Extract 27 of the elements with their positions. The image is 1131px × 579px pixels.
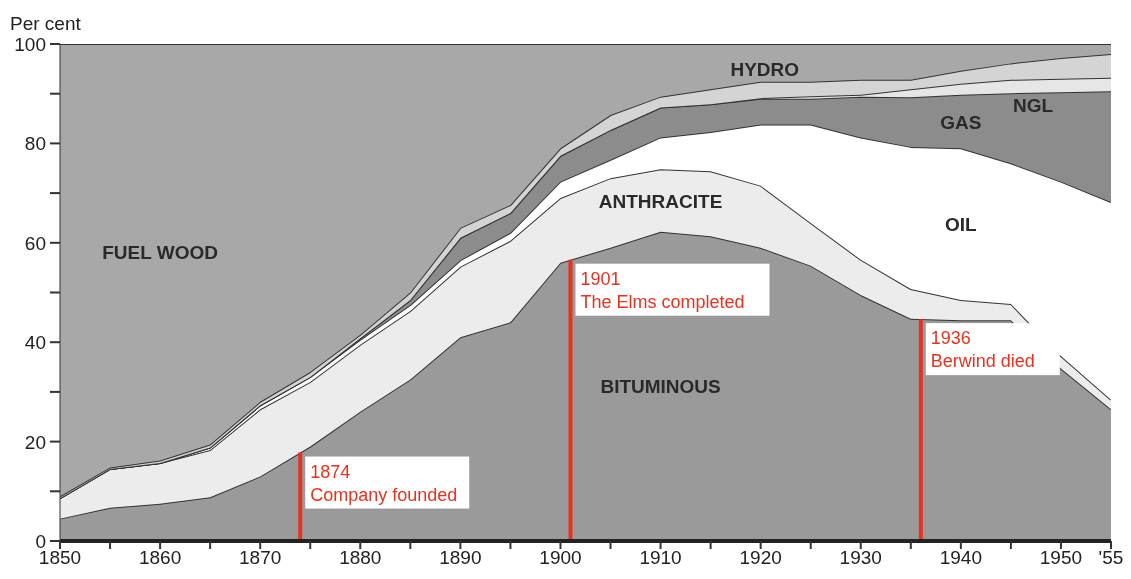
y-tick-label: 60 — [24, 232, 46, 254]
x-tick-label: 1890 — [439, 547, 482, 569]
series-label: OIL — [945, 214, 978, 236]
x-tick-label: 1860 — [138, 547, 182, 569]
x-tick-label: 1880 — [339, 547, 382, 569]
ref-line-label: 1936 Berwind died — [930, 328, 1035, 372]
series-label: GAS — [940, 111, 982, 133]
y-tick-label: 100 — [14, 34, 46, 55]
series-label: FUEL WOOD — [102, 242, 218, 264]
x-tick-label: 1870 — [239, 547, 282, 569]
y-tick-label: 40 — [24, 332, 46, 354]
series-label: HYDRO — [730, 58, 800, 80]
series-label: ANTHRACITE — [598, 190, 723, 212]
series-label: NGL — [1013, 95, 1054, 117]
x-tick-label: 1930 — [839, 547, 882, 569]
y-tick-label: 80 — [24, 133, 46, 155]
x-tick-label: '55 — [1098, 547, 1124, 569]
y-tick-label: 20 — [24, 431, 46, 453]
y-axis-title: Per cent — [10, 13, 82, 34]
x-tick-label: 1910 — [639, 547, 682, 569]
ref-line-label: 1874 Company founded — [310, 461, 458, 505]
series-label: BITUMINOUS — [600, 376, 721, 398]
x-tick-label: 1940 — [939, 547, 982, 569]
x-tick-label: 1950 — [1039, 547, 1083, 569]
x-tick-label: 1900 — [539, 547, 582, 569]
x-tick-label: 1920 — [739, 547, 782, 569]
ref-line-label: 1901 The Elms completed — [580, 268, 745, 312]
